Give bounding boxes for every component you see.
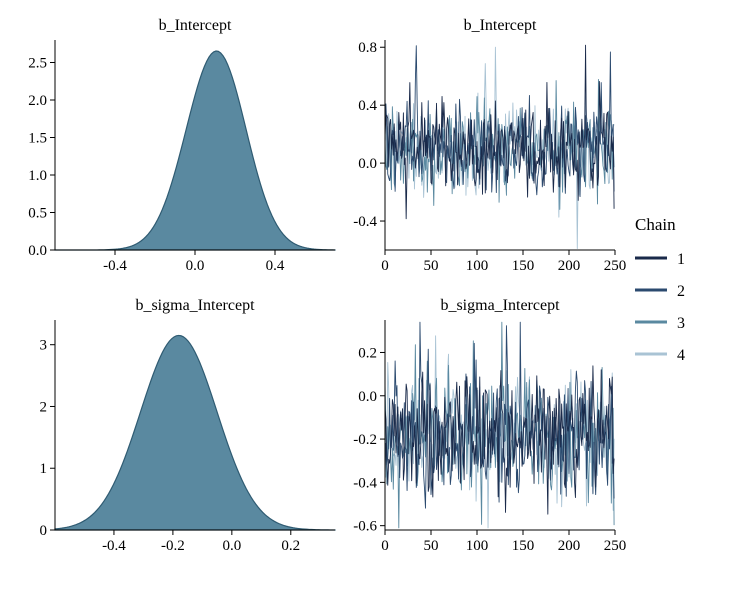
y-tick-label: 0.4: [358, 98, 377, 114]
x-tick-label: -0.2: [161, 538, 185, 554]
y-tick-label: 0.2: [358, 345, 377, 361]
x-tick-label: 200: [558, 258, 581, 274]
x-tick-label: 0: [381, 258, 389, 274]
legend-title: Chain: [635, 215, 676, 234]
legend: Chain1 2 3 4: [635, 215, 685, 364]
x-tick-label: -0.4: [103, 258, 127, 274]
y-tick-label: -0.4: [353, 475, 377, 491]
x-tick-label: 50: [424, 538, 439, 554]
panel-title: b_sigma_Intercept: [440, 297, 560, 314]
panel-title: b_sigma_Intercept: [135, 297, 255, 314]
y-tick-label: -0.2: [353, 432, 377, 448]
x-tick-label: 250: [604, 258, 627, 274]
y-tick-label: -0.6: [353, 519, 377, 535]
y-tick-label: 0: [40, 523, 48, 539]
y-tick-label: 0.8: [358, 40, 377, 56]
y-tick-label: 1.5: [28, 131, 47, 147]
x-tick-label: 150: [512, 538, 535, 554]
y-tick-label: 0.0: [358, 156, 377, 172]
x-tick-label: 100: [466, 538, 489, 554]
legend-item-label: 4: [677, 347, 685, 364]
legend-item-label: 1: [677, 251, 685, 268]
y-tick-label: 2.5: [28, 56, 47, 72]
y-tick-label: 1.0: [28, 168, 47, 184]
x-tick-label: 150: [512, 258, 535, 274]
y-tick-label: 0.5: [28, 206, 47, 222]
y-tick-label: 1: [40, 461, 48, 477]
x-tick-label: 0.0: [222, 538, 241, 554]
legend-item-label: 2: [677, 283, 685, 300]
chart-container: b_Intercept -0.4 0.0 0.4 0.0 0.5 1.0 1.5 2.0 2.5 b…: [0, 0, 750, 600]
panel-title: b_Intercept: [159, 17, 232, 34]
x-tick-label: 200: [558, 538, 581, 554]
x-tick-label: 50: [424, 258, 439, 274]
x-tick-label: 250: [604, 538, 627, 554]
y-tick-label: 3: [40, 338, 48, 354]
y-tick-label: 0.0: [358, 389, 377, 405]
x-tick-label: 0.0: [186, 258, 205, 274]
legend-item-label: 3: [677, 315, 685, 332]
x-tick-label: 0.2: [281, 538, 300, 554]
density-area: [55, 335, 335, 530]
x-tick-label: 0: [381, 538, 389, 554]
x-tick-label: -0.4: [102, 538, 126, 554]
y-tick-label: 0.0: [28, 243, 47, 259]
x-tick-label: 0.4: [266, 258, 285, 274]
x-tick-label: 100: [466, 258, 489, 274]
y-tick-label: 2.0: [28, 93, 47, 109]
y-tick-label: 2: [40, 399, 48, 415]
density-area: [55, 51, 335, 250]
chart-svg: b_Intercept -0.4 0.0 0.4 0.0 0.5 1.0 1.5 2.0 2.5 b…: [0, 0, 750, 600]
panel-title: b_Intercept: [464, 17, 537, 34]
y-tick-label: -0.4: [353, 214, 377, 230]
